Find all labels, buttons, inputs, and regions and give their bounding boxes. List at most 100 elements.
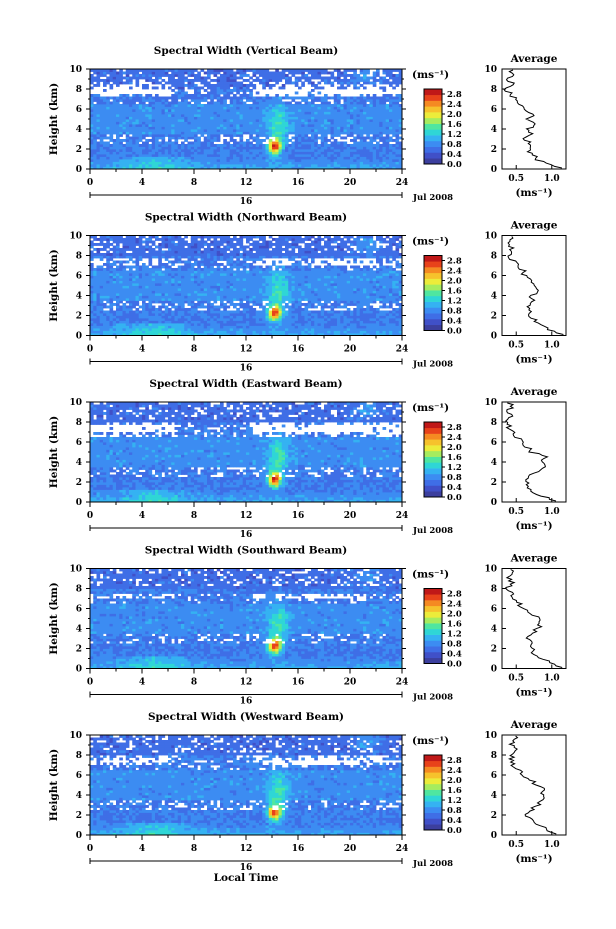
heatmap-cell <box>262 159 266 162</box>
heatmap-cell <box>174 235 179 239</box>
heatmap-cell <box>213 111 218 115</box>
heatmap-cell <box>337 69 341 72</box>
heatmap-cell <box>324 81 328 85</box>
heatmap-cell <box>259 156 263 160</box>
heatmap-cell <box>177 323 182 326</box>
heatmap-cell <box>112 109 117 112</box>
heatmap-cell <box>187 320 192 324</box>
heatmap-cell <box>210 303 214 306</box>
heatmap-cell <box>184 121 188 125</box>
heatmap-cell <box>223 258 227 261</box>
heatmap-cell <box>236 156 240 160</box>
heatmap-cell <box>298 149 302 152</box>
heatmap-cell <box>177 94 182 97</box>
heatmap-cell <box>259 71 263 75</box>
heatmap-cell <box>116 308 120 311</box>
heatmap-cell <box>197 323 201 326</box>
heatmap-cell <box>203 295 208 299</box>
heatmap-cell <box>103 134 107 137</box>
heatmap-cell <box>135 303 140 306</box>
heatmap-cell <box>333 164 338 167</box>
heatmap-cell <box>220 89 224 92</box>
heatmap-cell <box>96 116 101 120</box>
heatmap-cell <box>93 325 97 329</box>
heatmap-cell <box>229 124 234 127</box>
heatmap-cell <box>382 109 387 112</box>
heatmap-cell <box>382 111 387 115</box>
heatmap-cell <box>252 71 257 75</box>
heatmap-cell <box>288 164 292 167</box>
heatmap-cell <box>311 121 315 125</box>
heatmap-cell <box>119 79 123 82</box>
heatmap-cell <box>226 328 231 331</box>
heatmap-cell <box>236 91 240 95</box>
heatmap-cell <box>96 121 101 125</box>
heatmap-cell <box>200 86 205 90</box>
heatmap-cell <box>216 84 221 87</box>
heatmap-cell <box>246 111 250 115</box>
heatmap-cell <box>220 255 224 259</box>
heatmap-cell <box>252 119 257 122</box>
heatmap-cell <box>177 156 182 160</box>
heatmap-cell <box>161 156 166 160</box>
heatmap-cell <box>181 275 185 279</box>
heatmap-cell <box>369 126 374 130</box>
heatmap-cell <box>262 129 266 132</box>
heatmap-cell <box>275 76 279 80</box>
heatmap-cell <box>389 129 393 132</box>
heatmap-cell <box>158 134 162 137</box>
heatmap-cell <box>259 106 263 110</box>
heatmap-cell <box>129 328 133 331</box>
heatmap-cell <box>363 96 367 100</box>
heatmap-cell <box>333 149 338 152</box>
heatmap-cell <box>168 268 172 271</box>
heatmap-cell <box>353 114 357 117</box>
heatmap-cell <box>116 126 120 130</box>
heatmap-cell <box>116 288 120 291</box>
heatmap-cell <box>317 144 322 147</box>
heatmap-cell <box>223 308 227 311</box>
heatmap-cell <box>200 318 205 321</box>
heatmap-cell <box>385 161 390 165</box>
heatmap-cell <box>216 235 221 239</box>
heatmap-cell <box>164 328 169 331</box>
heatmap-cell <box>372 121 377 125</box>
heatmap-cell <box>252 144 257 147</box>
heatmap-cell <box>281 129 286 132</box>
heatmap-cell <box>164 106 169 110</box>
heatmap-cell <box>174 308 179 311</box>
heatmap-cell <box>268 96 273 100</box>
heatmap-cell <box>389 94 393 97</box>
heatmap-cell <box>200 328 205 331</box>
heatmap-cell <box>337 104 341 107</box>
heatmap-cell <box>106 245 110 249</box>
heatmap-cell <box>122 149 127 152</box>
heatmap-cell <box>103 149 107 152</box>
heatmap-cell <box>116 305 120 309</box>
heatmap-cell <box>148 275 153 279</box>
heatmap-cell <box>190 109 195 112</box>
heatmap-cell <box>216 164 221 167</box>
colorbar-segment <box>424 123 442 130</box>
heatmap-cell <box>223 293 227 296</box>
heatmap-cell <box>369 96 374 100</box>
heatmap-cell <box>350 119 354 122</box>
heatmap-cell <box>158 245 162 249</box>
heatmap-cell <box>145 248 149 251</box>
heatmap-cell <box>164 263 169 266</box>
heatmap-cell <box>122 129 127 132</box>
heatmap-cell <box>346 129 351 132</box>
heatmap-cell <box>138 134 143 137</box>
heatmap-cell <box>151 268 156 271</box>
heatmap-cell <box>210 86 214 90</box>
heatmap-cell <box>109 156 114 160</box>
heatmap-cell <box>103 290 107 294</box>
heatmap-cell <box>155 69 159 72</box>
heatmap-cell <box>281 151 286 155</box>
heatmap-cell <box>226 285 231 289</box>
heatmap-cell <box>252 114 257 117</box>
heatmap-cell <box>259 79 263 82</box>
heatmap-cell <box>262 106 266 110</box>
heatmap-cell <box>112 278 117 281</box>
heatmap-cell <box>395 136 400 140</box>
